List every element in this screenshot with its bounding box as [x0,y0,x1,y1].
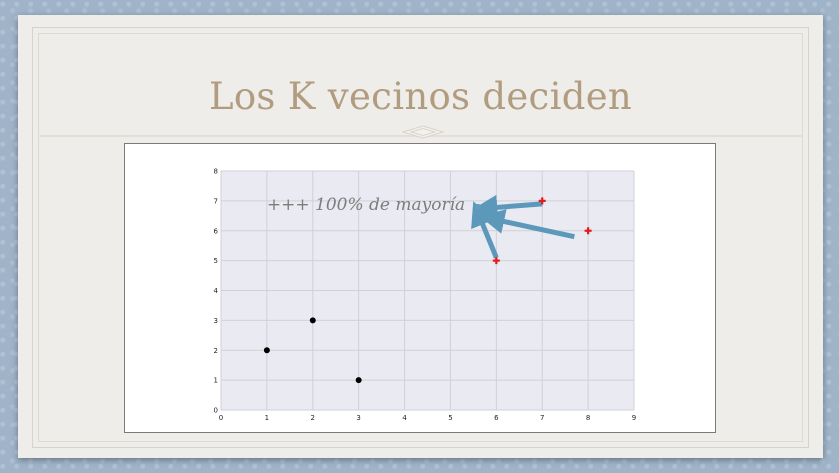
x-tick-label: 8 [586,414,590,422]
title-ornament [401,125,445,139]
data-point-circle [474,203,481,210]
data-point-circle [263,347,270,354]
annotation-arrow [472,194,543,220]
y-tick-label: 7 [214,197,218,205]
slide: Los K vecinos deciden 0 1 2 3 4 5 6 7 8 9 0 1 2 3 4 5 6 7… [18,15,823,458]
x-tick-label: 4 [402,414,407,422]
title-band: Los K vecinos deciden [38,33,803,137]
annotation-arrow [479,209,575,240]
data-point-plus [584,227,592,235]
y-tick-label: 5 [214,257,218,265]
x-tick-label: 5 [448,414,452,422]
y-tick-label: 8 [214,168,218,176]
x-tick-label: 7 [540,414,544,422]
x-tick-label: 9 [632,414,636,422]
y-tick-label: 0 [214,407,218,415]
y-tick-label: 4 [214,287,219,295]
data-point-plus [492,257,500,265]
annotation-text: +++ 100% de mayoría [267,195,465,215]
data-point-plus [538,197,546,205]
annotation-arrow [471,201,499,259]
x-tick-label: 2 [311,414,315,422]
y-tick-label: 3 [214,317,218,325]
data-point-circle [355,377,362,384]
data-point-circle [309,317,316,324]
y-tick-label: 6 [214,227,219,235]
y-tick-label: 2 [214,347,218,355]
x-tick-label: 0 [219,414,223,422]
chart-container: 0 1 2 3 4 5 6 7 8 9 0 1 2 3 4 5 6 7 8 +++ 100% de mayoría [124,143,716,433]
slide-outer-frame [32,27,809,448]
scatter-chart: 0 1 2 3 4 5 6 7 8 9 0 1 2 3 4 5 6 7 8 +++ 100% de mayoría [214,168,637,423]
y-tick-label: 1 [214,377,218,385]
x-tick-label: 6 [494,414,499,422]
slide-title: Los K vecinos deciden [208,75,633,118]
x-tick-label: 3 [356,414,360,422]
slide-inner-frame [38,33,803,442]
x-tick-label: 1 [265,414,269,422]
